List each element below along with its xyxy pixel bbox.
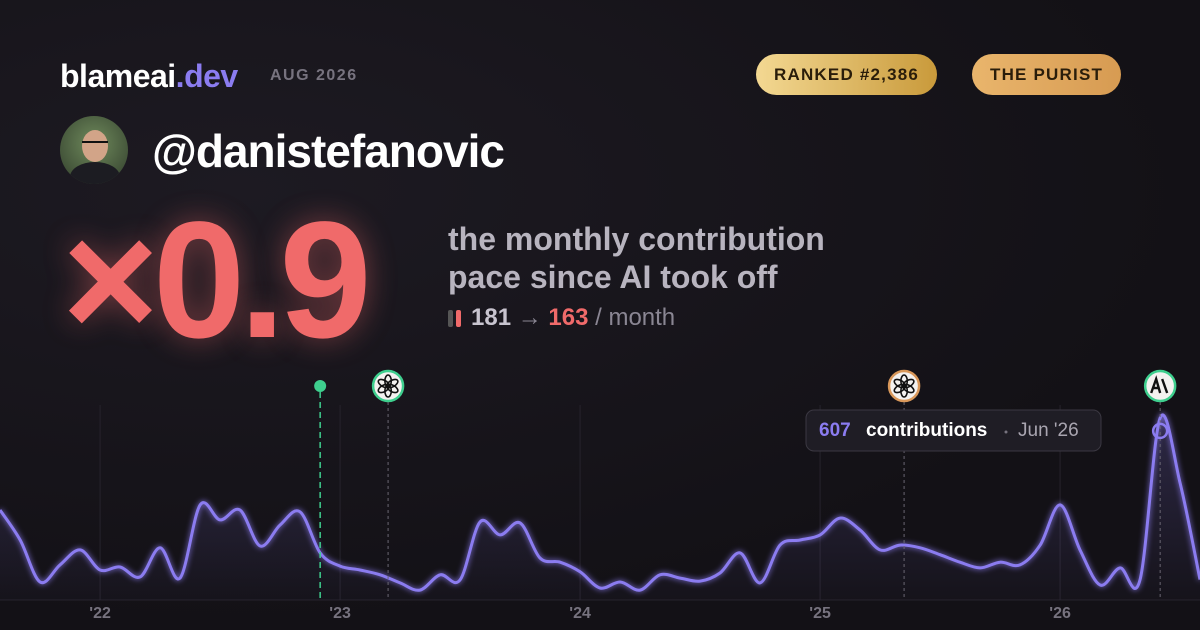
pace-before: 181	[471, 304, 512, 331]
multiplier: ×0.9	[62, 188, 372, 373]
event-icon	[887, 369, 921, 403]
x-tick-label: '23	[329, 605, 351, 622]
tooltip-box	[805, 409, 1102, 452]
brand-tld: .dev	[175, 58, 239, 94]
tooltip-value: 607	[819, 420, 851, 441]
x-tick-label: '22	[89, 605, 111, 622]
x-tick-label: '24	[569, 605, 591, 622]
event-icon	[1143, 369, 1177, 403]
pace: 181 → 163 / month	[448, 304, 675, 332]
avatar	[60, 116, 128, 184]
tooltip-date: Jun '26	[1018, 420, 1079, 441]
pace-after: 163	[548, 304, 589, 331]
icon-petal	[377, 378, 390, 389]
brand: blameai.dev	[60, 58, 238, 95]
tooltip-sep	[1004, 430, 1008, 434]
pace-unit: / month	[595, 304, 676, 331]
title-badge: THE PURIST	[972, 54, 1122, 95]
description-line: the monthly contribution	[448, 221, 825, 257]
pace-arrow: →	[517, 304, 542, 331]
highlight-point	[1151, 422, 1169, 440]
x-tick-label: '26	[1049, 605, 1071, 622]
x-tick-label: '25	[809, 605, 831, 622]
line	[0, 413, 1200, 592]
tooltip-label: contributions	[866, 420, 987, 441]
username: @danistefanovic	[152, 125, 505, 177]
description-line: pace since AI took off	[448, 259, 778, 295]
event-icon	[371, 369, 405, 403]
description: the monthly contribution pace since AI t…	[448, 220, 825, 296]
event-dot	[314, 380, 327, 392]
area	[0, 414, 1200, 600]
icon-petal	[893, 378, 906, 389]
tooltip: 607 contributions Jun '26	[805, 409, 1102, 452]
icon-glyph	[1150, 375, 1169, 394]
period: AUG 2026	[270, 67, 358, 84]
rank-badge: RANKED #2,386	[756, 54, 938, 95]
brand-name: blameai	[60, 58, 176, 94]
